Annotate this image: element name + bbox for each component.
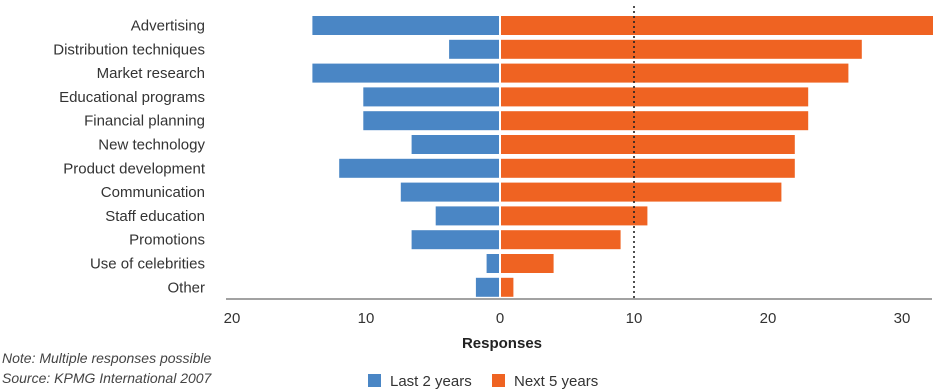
category-label: Market research (97, 65, 205, 82)
bar-last-2-years-5 (411, 135, 499, 154)
x-axis-label: Responses (462, 335, 542, 352)
bar-last-2-years-2 (312, 63, 499, 83)
category-label: Educational programs (59, 89, 205, 106)
category-label: New technology (98, 137, 205, 154)
bar-next-5-years-9 (501, 230, 621, 250)
legend-label: Next 5 years (514, 373, 598, 389)
category-label: Advertising (131, 18, 205, 35)
bar-last-2-years-8 (435, 206, 499, 226)
bar-next-5-years-0 (501, 16, 933, 35)
bar-next-5-years-3 (501, 87, 809, 107)
legend: Last 2 years Next 5 years (368, 373, 598, 389)
bar-next-5-years-1 (501, 39, 862, 59)
category-label: Staff education (105, 208, 205, 225)
category-label: Promotions (129, 232, 205, 249)
bar-next-5-years-2 (501, 63, 849, 83)
bar-next-5-years-6 (501, 158, 795, 178)
x-tick-label: 20 (224, 310, 241, 327)
category-labels: Advertising Distribution techniques Market… (53, 18, 206, 297)
legend-swatch-last-2-years (368, 374, 381, 387)
x-tick-label: 0 (496, 310, 504, 327)
bar-next-5-years-8 (501, 206, 648, 226)
bar-next-5-years-4 (501, 111, 809, 131)
bars-layer (312, 6, 933, 299)
legend-swatch-next-5-years (492, 374, 505, 387)
legend-label: Last 2 years (390, 373, 472, 389)
bar-last-2-years-3 (363, 87, 499, 107)
category-label: Distribution techniques (53, 41, 205, 58)
bar-next-5-years-5 (501, 135, 795, 154)
bar-last-2-years-11 (475, 277, 499, 297)
bar-last-2-years-0 (312, 16, 499, 35)
x-tick-label: 20 (760, 310, 777, 327)
bar-last-2-years-6 (339, 158, 499, 178)
x-tick-label: 10 (358, 310, 375, 327)
source-text: Source: KPMG International 2007 (2, 370, 212, 386)
bar-last-2-years-1 (449, 39, 499, 59)
bar-last-2-years-7 (400, 182, 499, 202)
bar-last-2-years-4 (363, 111, 499, 131)
x-tick-label: 30 (894, 310, 911, 327)
x-tick-label: 10 (626, 310, 643, 327)
category-label: Use of celebrities (90, 256, 205, 273)
bar-next-5-years-11 (501, 277, 514, 297)
category-label: Product development (63, 160, 206, 177)
category-label: Other (167, 279, 205, 296)
note-text: Note: Multiple responses possible (2, 350, 212, 366)
bar-last-2-years-9 (411, 230, 499, 250)
category-label: Financial planning (84, 113, 205, 130)
x-axis: 20 10 0 10 20 30 (224, 298, 932, 327)
bar-last-2-years-10 (486, 254, 499, 273)
bar-next-5-years-10 (501, 254, 554, 273)
bar-next-5-years-7 (501, 182, 782, 202)
category-label: Communication (101, 184, 205, 201)
